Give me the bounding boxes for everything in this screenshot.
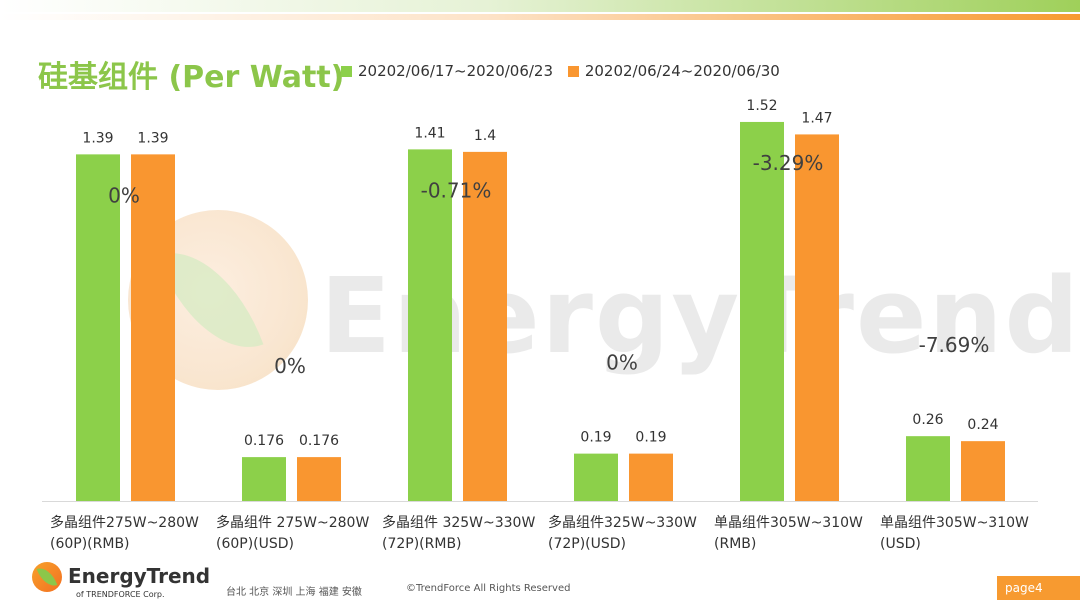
data-label-series-1-1: 0.176 <box>244 433 284 449</box>
legend-label-series-1: 20202/06/17~2020/06/23 <box>358 62 554 80</box>
change-label-4: -3.29% <box>753 151 824 175</box>
footer-logo: EnergyTrend of TRENDFORCE Corp. <box>32 560 212 606</box>
legend-label-series-2: 20202/06/24~2020/06/30 <box>584 62 780 80</box>
data-label-series-2-0: 1.39 <box>137 130 168 146</box>
data-label-series-2-2: 1.4 <box>474 128 496 144</box>
category-label-0-line-1: 多晶组件275W~280W <box>50 514 199 531</box>
data-label-series-2-1: 0.176 <box>299 433 339 449</box>
bar-series-1-3 <box>574 453 618 501</box>
category-label-0-line-2: (60P)(RMB) <box>50 536 130 552</box>
category-label-3-line-2: (72P)(USD) <box>548 536 626 552</box>
category-label-2-line-1: 多晶组件 325W~330W <box>382 514 535 531</box>
logo-name: EnergyTrend <box>68 564 211 588</box>
data-label-series-1-2: 1.41 <box>414 125 445 141</box>
category-label-1-line-2: (60P)(USD) <box>216 536 294 552</box>
category-label-4-line-1: 单晶组件305W~310W <box>714 515 863 531</box>
logo-subtitle: of TRENDFORCE Corp. <box>76 590 165 599</box>
category-label-4-line-2: (RMB) <box>714 536 756 552</box>
category-label-5-line-1: 单晶组件305W~310W <box>880 515 1029 531</box>
bar-series-2-1 <box>297 457 341 501</box>
legend-item-series-2: 20202/06/24~2020/06/30 <box>567 62 780 80</box>
change-label-0: 0% <box>108 183 140 207</box>
footer-copyright: ©TrendForce All Rights Reserved <box>406 583 571 594</box>
category-label-3-line-1: 多晶组件325W~330W <box>548 514 697 531</box>
bar-series-2-5 <box>961 441 1005 501</box>
data-label-series-2-3: 0.19 <box>635 430 666 446</box>
data-label-series-1-3: 0.19 <box>580 430 611 446</box>
data-label-series-1-0: 1.39 <box>82 130 113 146</box>
header-band-orange <box>0 14 1080 20</box>
data-label-series-1-4: 1.52 <box>746 98 777 114</box>
bar-series-1-2 <box>408 149 452 501</box>
bar-series-2-2 <box>463 151 507 501</box>
footer-cities: 台北 北京 深圳 上海 福建 安徽 <box>226 587 362 598</box>
category-label-5-line-2: (USD) <box>880 536 921 552</box>
bar-series-1-4 <box>740 121 784 501</box>
change-label-3: 0% <box>606 351 638 375</box>
bar-series-1-0 <box>76 154 120 501</box>
data-label-series-1-5: 0.26 <box>912 412 943 428</box>
category-label-2-line-2: (72P)(RMB) <box>382 536 462 552</box>
legend-swatch-orange <box>567 65 579 77</box>
change-label-1: 0% <box>274 354 306 378</box>
chart-legend: 20202/06/17~2020/06/23 20202/06/24~2020/… <box>341 62 790 81</box>
bar-chart: 1.39 1.39 0% 多晶组件275W~280W (60P)(RMB) 0.176 0.… <box>42 98 1038 552</box>
page-title: 硅基组件 (Per Watt) <box>38 60 345 95</box>
change-label-5: -7.69% <box>919 333 990 357</box>
data-label-series-2-4: 1.47 <box>801 110 832 126</box>
data-label-series-2-5: 0.24 <box>967 417 998 433</box>
bar-series-2-4 <box>795 134 839 501</box>
bar-series-2-0 <box>131 154 175 501</box>
category-label-1-line-1: 多晶组件 275W~280W <box>216 514 369 531</box>
legend-item-series-1: 20202/06/17~2020/06/23 <box>341 62 553 80</box>
header-band-green <box>0 0 1080 12</box>
legend-swatch-green <box>341 65 352 77</box>
bar-series-1-5 <box>906 436 950 501</box>
change-label-2: -0.71% <box>421 178 492 202</box>
page-number-badge: page4 <box>997 576 1080 600</box>
bar-series-2-3 <box>629 453 673 501</box>
bar-series-1-1 <box>242 457 286 501</box>
